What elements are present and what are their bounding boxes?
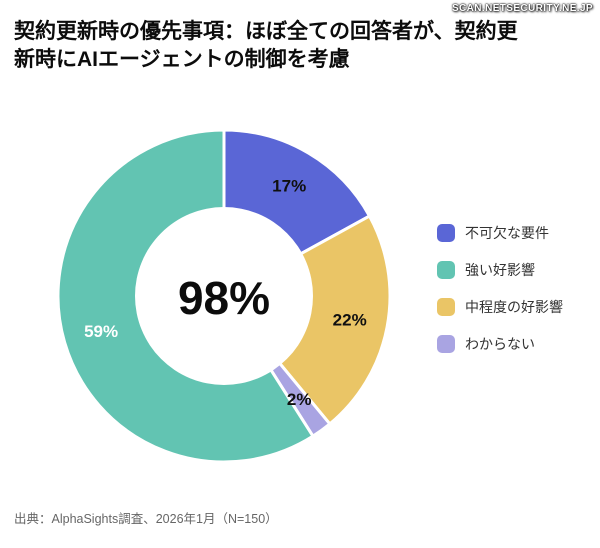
legend-item: 不可欠な要件 — [437, 224, 563, 242]
chart-title-rest: ほぼ全ての回答者が、契約更新時にAIエージェントの制御を考慮 — [14, 20, 518, 71]
source-note: 出典：AlphaSights調査、2026年1月（N=150） — [14, 512, 278, 526]
segment-label: 2% — [287, 390, 312, 409]
legend-swatch — [437, 261, 455, 279]
legend-swatch — [437, 224, 455, 242]
segment-label: 17% — [272, 176, 306, 195]
segment-label: 59% — [84, 322, 118, 341]
chart-legend: 不可欠な要件 強い好影響中程度の好影響 わからない — [437, 224, 563, 372]
legend-swatch — [437, 298, 455, 316]
legend-item: 中程度の好影響 — [437, 298, 563, 316]
legend-item: 強い好影響 — [437, 261, 563, 279]
legend-swatch — [437, 335, 455, 353]
segment-label: 22% — [333, 311, 367, 330]
chart-title: 契約更新時の優先事項：ほぼ全ての回答者が、契約更新時にAIエージェントの制御を考… — [14, 18, 536, 74]
donut-hole — [135, 207, 313, 385]
legend-label: 不可欠な要件 — [465, 225, 549, 241]
legend-label: 強い好影響 — [465, 262, 535, 278]
chart-title-emphasis: 契約更新時の優先事項： — [14, 20, 245, 43]
legend-label: わからない — [465, 336, 535, 352]
donut-chart: 17% 22% 2% 59% 98% — [56, 128, 392, 464]
donut-center-value: 98% — [178, 272, 270, 324]
watermark: SCAN.NETSECURITY.NE.JP — [451, 3, 593, 14]
legend-item: わからない — [437, 335, 563, 353]
legend-label: 中程度の好影響 — [465, 299, 563, 315]
